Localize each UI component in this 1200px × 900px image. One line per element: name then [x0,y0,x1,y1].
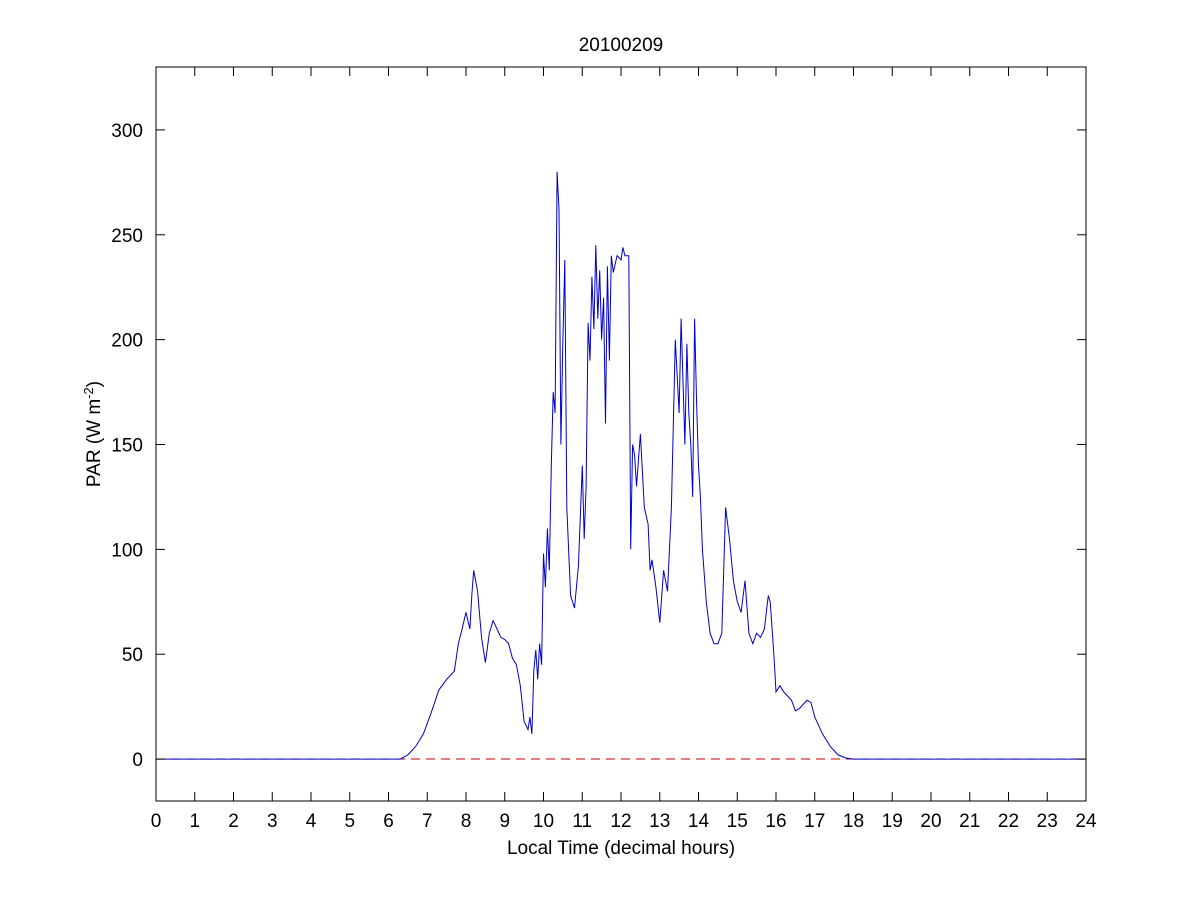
y-tick-label: 300 [111,121,143,142]
y-axis-ticks: 0 50 100 150 200 250 300 [111,121,1086,771]
x-tick-label: 19 [882,811,903,832]
x-tick-label: 8 [461,811,472,832]
x-tick-label: 24 [1075,811,1097,832]
x-tick-label: 0 [151,811,162,832]
x-tick-label: 5 [344,811,355,832]
y-tick-label: 200 [111,331,143,352]
x-tick-label: 6 [383,811,394,832]
par-series [156,171,1086,760]
x-axis-label: Local Time (decimal hours) [507,838,735,859]
x-axis-ticks: 0 1 2 3 4 5 6 7 8 9 10 11 12 13 14 15 16 17 18 19 20 21 22 23 24 [151,67,1097,832]
x-tick-label: 18 [843,811,864,832]
y-axis-label-exponent: -2 [81,387,96,399]
y-tick-label: 0 [132,750,143,771]
x-tick-label: 7 [422,811,433,832]
x-tick-label: 15 [727,811,748,832]
x-tick-label: 21 [959,811,980,832]
x-tick-label: 22 [998,811,1019,832]
x-tick-label: 16 [765,811,786,832]
y-tick-label: 100 [111,540,143,561]
chart-title: 20100209 [579,35,664,56]
x-tick-label: 2 [228,811,239,832]
x-tick-label: 13 [649,811,670,832]
x-tick-label: 10 [533,811,554,832]
y-tick-label: 250 [111,226,143,247]
series-line-0 [156,171,1086,760]
plot-area [156,67,1086,801]
y-tick-label: 50 [122,645,143,666]
y-axis-label-main: PAR (W m [84,399,105,487]
y-axis-label-close: ) [84,381,105,387]
x-tick-label: 9 [499,811,510,832]
x-tick-label: 4 [306,811,317,832]
y-axis-label: PAR (W m-2) [81,381,105,487]
x-tick-label: 23 [1037,811,1058,832]
x-tick-label: 14 [688,811,710,832]
x-tick-label: 20 [920,811,941,832]
x-tick-label: 17 [804,811,825,832]
x-tick-label: 3 [267,811,278,832]
x-tick-label: 12 [610,811,631,832]
x-tick-label: 1 [189,811,200,832]
y-tick-label: 150 [111,435,143,456]
x-tick-label: 11 [572,811,592,832]
